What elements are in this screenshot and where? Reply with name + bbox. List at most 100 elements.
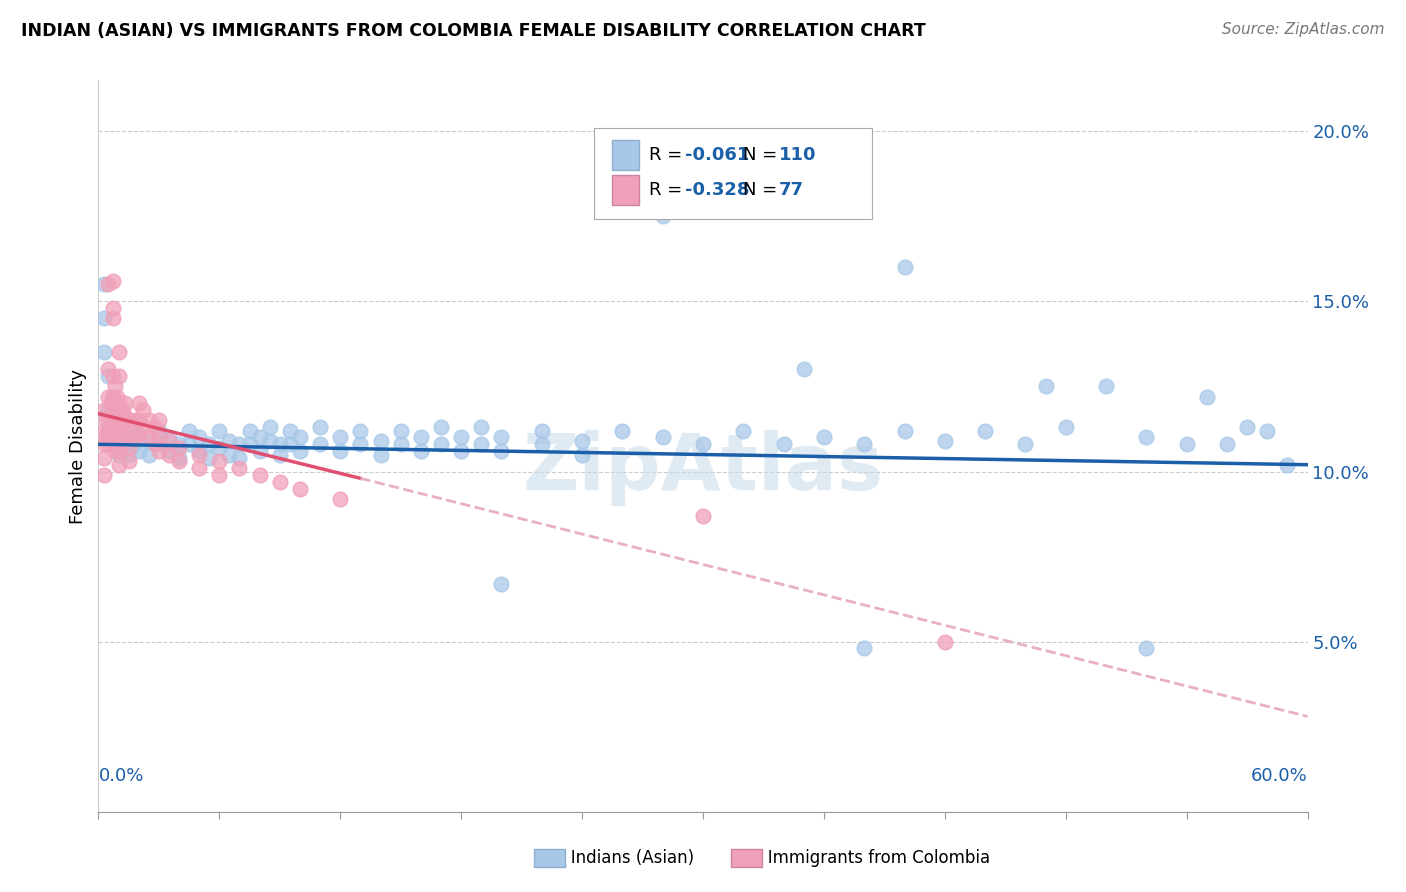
Point xyxy=(167,437,190,451)
Point xyxy=(93,437,115,451)
Point xyxy=(1256,424,1278,438)
Point xyxy=(128,427,150,442)
Point xyxy=(259,420,281,434)
Point xyxy=(1035,379,1057,393)
Point xyxy=(934,634,956,648)
Point xyxy=(107,369,129,384)
Point xyxy=(249,444,271,458)
Point xyxy=(107,458,129,472)
Point xyxy=(1236,420,1258,434)
Point xyxy=(430,420,453,434)
Point xyxy=(103,413,125,427)
Point xyxy=(118,441,141,455)
Point xyxy=(349,424,371,438)
Point xyxy=(118,454,141,468)
Point xyxy=(288,430,311,444)
Text: Source: ZipAtlas.com: Source: ZipAtlas.com xyxy=(1222,22,1385,37)
Point xyxy=(118,427,141,442)
Point xyxy=(103,424,125,438)
Point xyxy=(132,420,155,434)
Text: 0.0%: 0.0% xyxy=(98,767,143,786)
Point xyxy=(97,424,120,438)
Point xyxy=(470,420,492,434)
Point xyxy=(329,430,352,444)
Point xyxy=(97,369,120,384)
Point xyxy=(167,450,190,465)
Point xyxy=(491,444,513,458)
Point xyxy=(138,448,160,462)
Point xyxy=(138,413,160,427)
Point xyxy=(157,444,180,458)
Point xyxy=(103,379,125,393)
Point xyxy=(97,362,120,376)
Point xyxy=(157,448,180,462)
Point xyxy=(893,260,915,275)
Point xyxy=(218,448,240,462)
Point xyxy=(100,396,122,410)
Point xyxy=(128,444,150,458)
Point xyxy=(228,450,250,465)
Point xyxy=(733,424,755,438)
Point xyxy=(103,403,125,417)
Point xyxy=(118,434,141,448)
Point xyxy=(278,424,301,438)
Point xyxy=(249,467,271,482)
Point xyxy=(148,430,170,444)
Text: N =: N = xyxy=(742,146,783,164)
Point xyxy=(128,396,150,410)
Point xyxy=(100,427,122,442)
Point xyxy=(128,430,150,444)
Point xyxy=(772,437,794,451)
Point xyxy=(269,437,291,451)
Point xyxy=(111,437,134,451)
Point xyxy=(157,430,180,444)
Point xyxy=(101,413,124,427)
Point xyxy=(107,448,129,462)
Point xyxy=(329,444,352,458)
Point xyxy=(1195,390,1218,404)
Point xyxy=(107,434,129,448)
Point xyxy=(239,424,262,438)
Point xyxy=(105,403,128,417)
Point xyxy=(107,444,129,458)
Point xyxy=(148,424,170,438)
Point xyxy=(107,430,129,444)
Point xyxy=(97,390,120,404)
Point xyxy=(793,362,815,376)
Point xyxy=(1014,437,1036,451)
Point xyxy=(97,424,120,438)
Point xyxy=(101,434,124,448)
Point xyxy=(93,403,115,417)
Point xyxy=(571,434,593,448)
Point xyxy=(208,441,231,455)
Point xyxy=(157,434,180,448)
Point xyxy=(1277,458,1299,472)
Point xyxy=(309,420,332,434)
Point xyxy=(651,210,673,224)
Point xyxy=(239,437,262,451)
Text: 77: 77 xyxy=(779,181,804,199)
Point xyxy=(128,413,150,427)
Bar xyxy=(613,140,638,169)
Point xyxy=(853,641,876,656)
Point xyxy=(105,420,128,434)
Point xyxy=(228,437,250,451)
Point xyxy=(288,444,311,458)
Point xyxy=(571,448,593,462)
Point xyxy=(107,413,129,427)
Point xyxy=(105,390,128,404)
Point xyxy=(114,396,136,410)
Point xyxy=(409,444,432,458)
Point xyxy=(893,424,915,438)
Point xyxy=(138,430,160,444)
Point xyxy=(249,430,271,444)
Point xyxy=(450,430,472,444)
Point xyxy=(1216,437,1239,451)
Point xyxy=(450,444,472,458)
Point xyxy=(118,448,141,462)
Point xyxy=(167,454,190,468)
Point xyxy=(148,444,170,458)
Point xyxy=(101,437,124,451)
Point xyxy=(208,424,231,438)
Point xyxy=(107,396,129,410)
